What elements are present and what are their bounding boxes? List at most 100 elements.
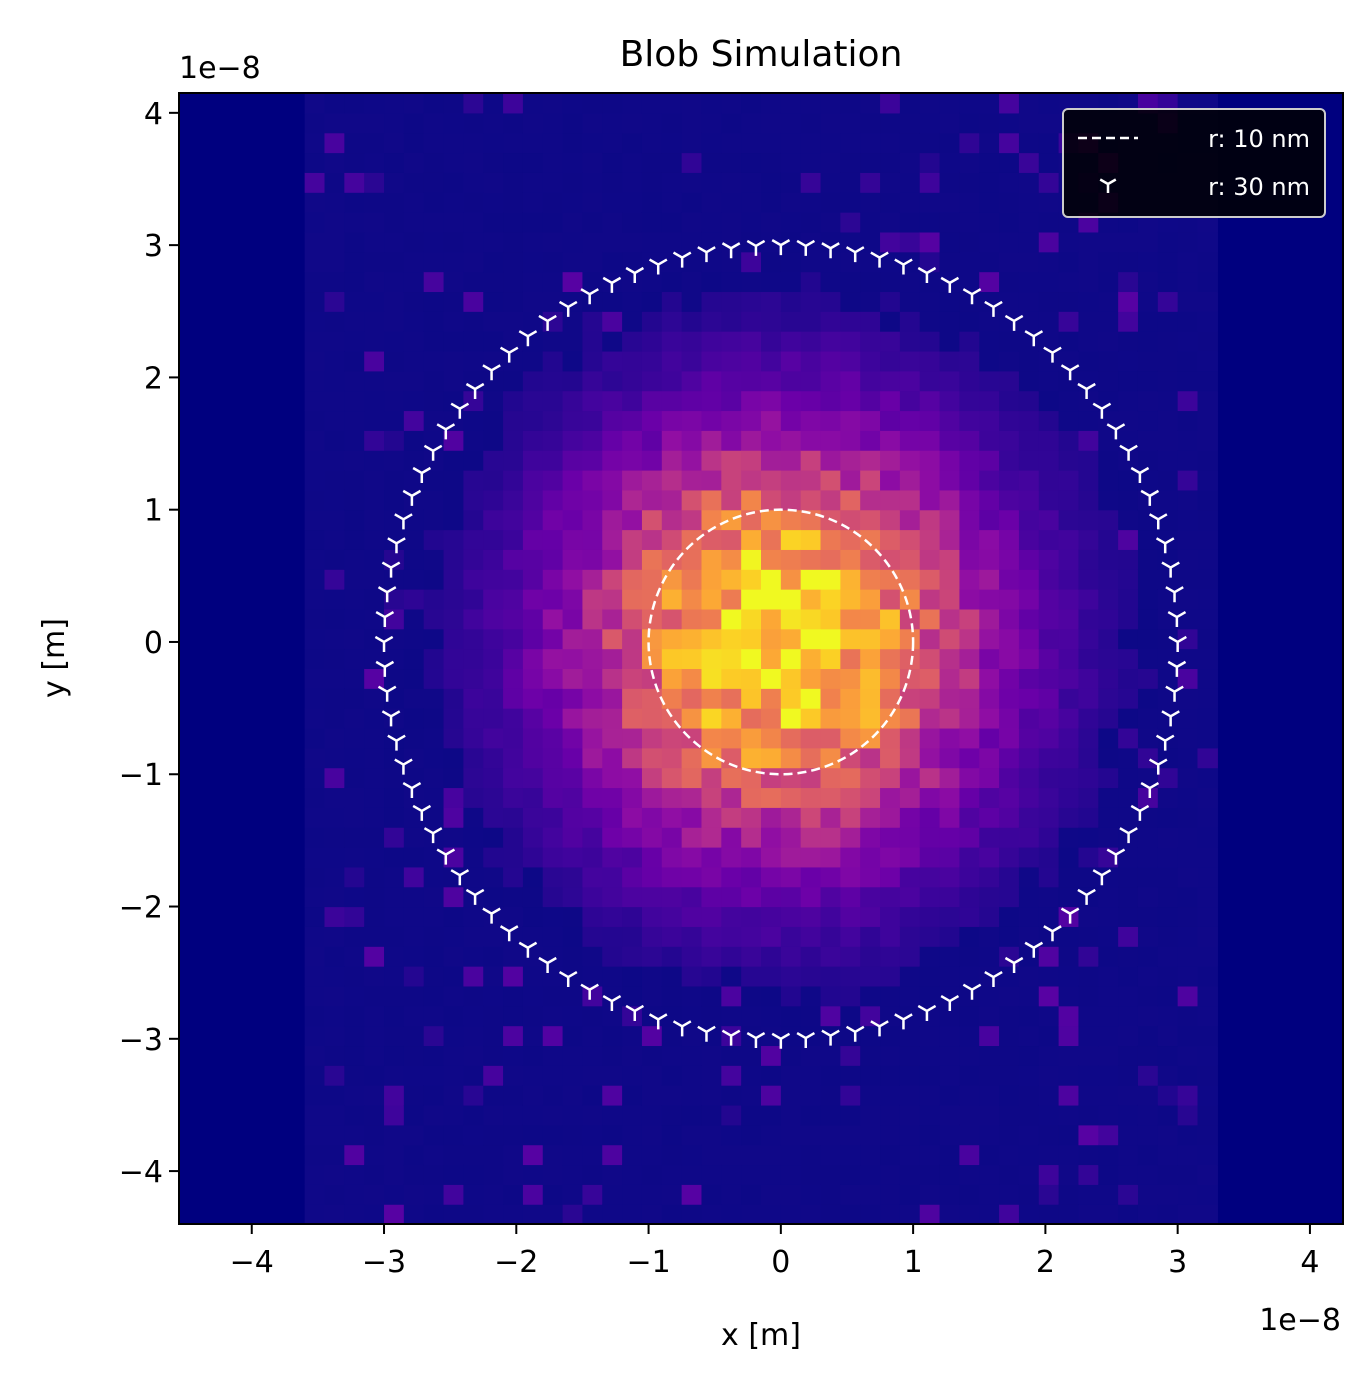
heatmap-cell [324,1164,345,1185]
heatmap-cell [483,112,504,134]
heatmap-cell [899,112,921,134]
heatmap-cell [423,132,445,154]
heatmap-cell [919,589,941,610]
heatmap-cell [1018,212,1040,233]
heatmap-cell [1018,291,1040,312]
heatmap-cell [443,489,464,511]
heatmap-cell [503,648,524,670]
heatmap-cell [522,231,544,253]
heatmap-cell [979,1204,1000,1224]
heatmap-cell [1197,926,1218,947]
heatmap-cell [602,767,623,789]
heatmap-cell [542,132,564,154]
tri-down-marker [625,266,645,283]
heatmap-cell [522,311,544,332]
heatmap-cell [661,489,683,511]
heatmap-cell [741,132,762,154]
heatmap-cell [602,847,623,868]
heatmap-cell [403,1144,425,1166]
heatmap-cell [1098,470,1119,491]
heatmap-cell [522,985,544,1007]
heatmap-cell [582,608,603,630]
heatmap-cell [562,370,584,392]
heatmap-cell [602,430,623,451]
heatmap-cell [364,192,385,213]
heatmap-cell [522,212,544,233]
heatmap-cell [780,172,802,193]
heatmap-cell [701,291,722,312]
heatmap-cell [721,549,742,570]
heatmap-cell [641,271,663,293]
heatmap-cell [423,1104,445,1126]
heatmap-cell [641,1124,663,1146]
heatmap-cell [1157,1204,1179,1224]
heatmap-cell [304,271,326,293]
heatmap-cell [562,1005,584,1027]
heatmap-cell [622,132,643,154]
heatmap-cell [364,172,385,193]
heatmap-cell [384,807,405,828]
heatmap-cell [582,489,603,511]
heatmap-cell [304,212,326,233]
heatmap-cell [780,727,802,749]
tri-down-marker [1161,710,1180,727]
heatmap-cell [1018,93,1040,114]
heatmap-cell [1098,1204,1119,1224]
heatmap-cell [463,648,484,670]
tri-down-marker [845,1025,865,1042]
heatmap-cell [344,589,365,610]
heatmap-cell [1038,509,1060,531]
heatmap-cell [919,767,941,789]
heatmap-cell [324,370,345,392]
heatmap-cell [423,212,445,233]
tri-down-marker [1168,635,1187,652]
heatmap-cell [364,708,385,729]
heatmap-cell [979,628,1000,650]
heatmap-cell [1018,231,1040,253]
heatmap-cell [780,1025,802,1047]
heatmap-cell [463,628,484,650]
heatmap-cell [721,489,742,511]
heatmap-cell [979,509,1000,531]
heatmap-cell [344,251,365,273]
heatmap-cell [959,648,980,670]
heatmap-cell [463,926,484,947]
heatmap-cell [860,747,881,769]
heatmap-cell [562,847,584,868]
heatmap-cell [999,688,1020,709]
heatmap-cell [800,529,822,550]
heatmap-cell [661,311,683,332]
heatmap-cell [1018,747,1040,769]
heatmap-cell [483,1164,504,1185]
heatmap-cell [1098,251,1119,273]
heatmap-cell [602,589,623,610]
heatmap-cell [1058,291,1080,312]
heatmap-cell [542,271,564,293]
heatmap-cell [840,1045,861,1066]
heatmap-cell [622,827,643,848]
heatmap-cell [463,489,484,511]
heatmap-cell [324,1204,345,1224]
heatmap-cell [701,1164,722,1185]
heatmap-cell [1078,311,1099,332]
heatmap-cell [1038,767,1060,789]
heatmap-cell [622,569,643,590]
heatmap-cell [483,1104,504,1126]
heatmap-cell [1098,1124,1119,1146]
heatmap-cell [622,985,643,1007]
heatmap-cell [602,489,623,511]
heatmap-cell [304,569,326,590]
heatmap-cell [919,1144,941,1166]
tri-down-marker [940,276,960,293]
heatmap-cell [1018,509,1040,531]
heatmap-cell [820,450,841,471]
heatmap-cell [880,390,901,412]
heatmap-cell [384,529,405,550]
tri-down-marker [375,610,395,628]
heatmap-cell [483,93,504,114]
heatmap-cell [1038,727,1060,749]
heatmap-cell [840,628,861,650]
heatmap-cell [1157,311,1179,332]
heatmap-cell [503,688,524,709]
